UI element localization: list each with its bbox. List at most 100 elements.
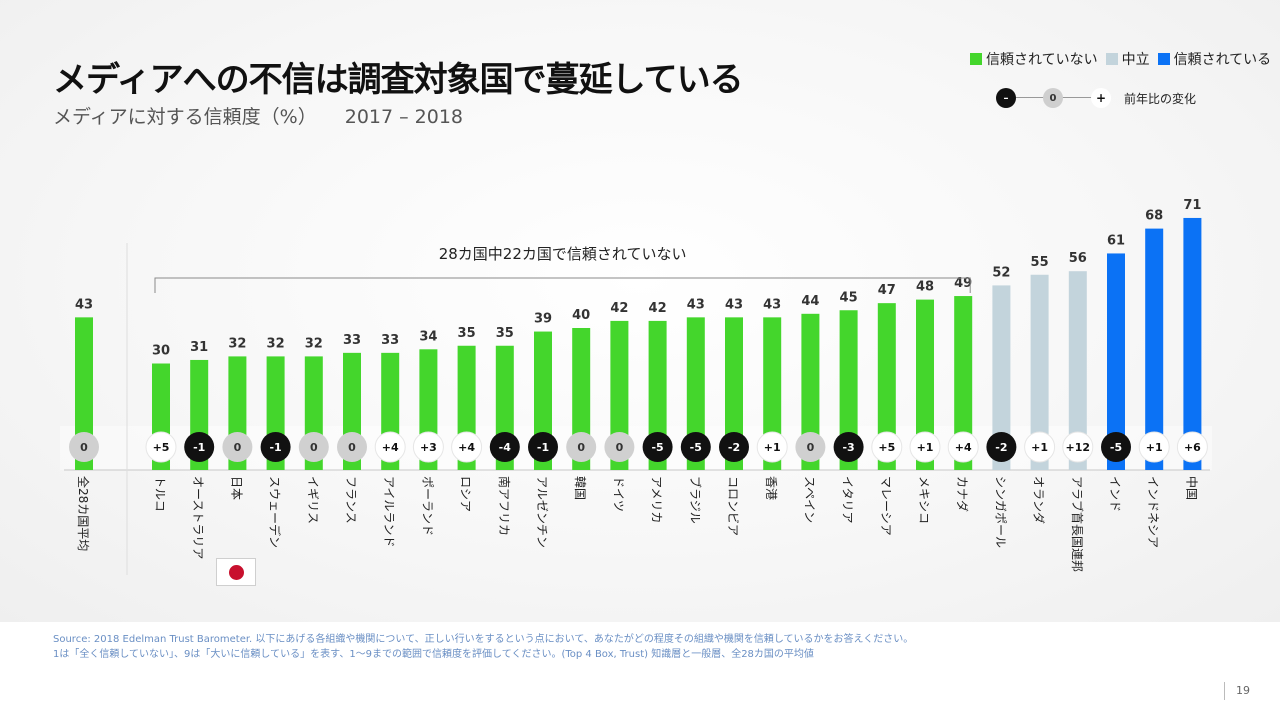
legend-swatch-trust — [1157, 53, 1170, 65]
country-change-label: 0 — [616, 441, 624, 454]
legend-label-trust: 信頼されている — [1173, 52, 1272, 68]
country-change-circle — [947, 431, 979, 463]
page-title: メディアへの不信は調査対象国で蔓延している — [53, 60, 744, 100]
country-value-label: 43 — [687, 297, 705, 312]
country-change-label: +5 — [878, 441, 895, 454]
legend-item-neutral: 中立 — [1105, 49, 1150, 69]
country-value-label: 43 — [725, 297, 743, 312]
country-change-label: +12 — [1066, 441, 1091, 454]
legend-label-neutral: 中立 — [1121, 52, 1150, 68]
country-change-circle — [1176, 431, 1208, 463]
subtitle-years: 2017 – 2018 — [344, 106, 464, 128]
country-change-circle — [1062, 431, 1094, 463]
country-change-label: -1 — [193, 441, 205, 454]
country-change-circle — [1138, 431, 1170, 463]
country-change-circle — [1024, 431, 1056, 463]
country-change-label: -1 — [537, 441, 549, 454]
country-value-label: 48 — [916, 280, 934, 295]
country-change-label: +4 — [382, 441, 399, 454]
country-axis-label: トルコ — [153, 476, 167, 512]
country-change-circle — [374, 431, 406, 463]
country-change-label: -5 — [690, 441, 702, 454]
chart-legend: 信頼されていない 中立 信頼されている — [970, 50, 1279, 68]
bar-chart: 43 0 全28カ国平均 30 +5 トルコ 31 -1 オーストラリア 32 0 日本 32 -1 スウェ… — [64, 197, 1210, 575]
country-change-label: -3 — [842, 441, 854, 454]
country-axis-label: オーストラリア — [191, 476, 205, 559]
country-change-label: +1 — [1146, 441, 1163, 454]
country-axis-label: イタリア — [841, 476, 855, 524]
country-change-circle — [451, 431, 483, 463]
country-bar — [725, 317, 743, 470]
footer-source-line1: Source: 2018 Edelman Trust Barometer. 以下… — [53, 634, 914, 645]
country-bar — [992, 285, 1011, 470]
country-axis-label: メキシコ — [917, 476, 931, 524]
country-change-circle — [680, 432, 711, 462]
country-axis-label: 香港 — [764, 476, 778, 500]
country-change-label: +1 — [1031, 441, 1048, 454]
country-value-label: 32 — [305, 336, 323, 351]
country-change-label: +3 — [420, 441, 437, 454]
country-change-label: +1 — [764, 441, 781, 454]
legend-item-distrust: 信頼されていない — [970, 49, 1098, 69]
average-value-label: 43 — [75, 297, 93, 312]
country-change-label: +6 — [1184, 441, 1201, 454]
country-change-label: -2 — [728, 441, 740, 454]
change-key-label: 前年比の変化 — [1124, 92, 1197, 106]
country-value-label: 34 — [419, 329, 437, 344]
country-value-label: 61 — [1107, 233, 1125, 248]
country-bar — [1145, 228, 1164, 470]
country-value-label: 43 — [763, 297, 781, 312]
country-change-label: +4 — [955, 441, 972, 454]
country-value-label: 49 — [954, 276, 972, 291]
country-value-label: 71 — [1183, 198, 1201, 213]
country-change-circle — [566, 432, 597, 462]
country-change-label: 0 — [577, 441, 585, 454]
country-change-circle — [222, 432, 253, 462]
country-change-label: 0 — [234, 441, 242, 454]
country-value-label: 32 — [228, 336, 246, 351]
change-key: – 0 + 前年比の変化 — [996, 88, 1206, 108]
page-subtitle: メディアに対する信頼度（%） 2017 – 2018 — [53, 102, 463, 129]
change-key-positive: + — [1091, 88, 1111, 108]
country-change-circle — [986, 432, 1017, 462]
country-value-label: 42 — [649, 301, 667, 316]
country-change-label: 0 — [807, 441, 815, 454]
country-bar — [1183, 217, 1202, 470]
country-change-circle — [1101, 432, 1131, 462]
country-value-label: 30 — [152, 344, 170, 359]
country-change-circle — [909, 431, 941, 463]
country-change-circle — [337, 432, 367, 462]
legend-label-distrust: 信頼されていない — [986, 52, 1098, 68]
country-change-label: -4 — [499, 441, 512, 454]
country-bar — [763, 317, 782, 470]
country-axis-label: インドネシア — [1146, 476, 1160, 548]
country-axis-label: カナダ — [955, 476, 970, 512]
country-value-label: 33 — [343, 333, 361, 348]
country-axis-label: ロシア — [459, 476, 473, 512]
page-number: 19 — [1236, 684, 1250, 697]
country-axis-label: ドイツ — [611, 476, 625, 512]
country-bar — [1068, 271, 1087, 470]
distrust-bracket — [154, 277, 971, 293]
change-key-negative: – — [996, 88, 1016, 108]
country-axis-label: ポーランド — [420, 476, 434, 536]
average-axis-label: 全28カ国平均 — [76, 476, 91, 551]
country-change-circle — [642, 432, 673, 462]
country-bar — [954, 296, 973, 470]
country-change-circle — [719, 432, 749, 462]
country-value-label: 47 — [878, 283, 896, 298]
country-axis-label: アルゼンチン — [535, 476, 549, 548]
country-change-circle — [298, 432, 329, 462]
country-value-label: 35 — [496, 326, 514, 341]
country-value-label: 31 — [190, 340, 208, 355]
country-axis-label: 日本 — [229, 476, 243, 500]
country-axis-label: アメリカ — [650, 476, 664, 523]
country-change-label: +4 — [458, 441, 475, 454]
country-change-label: -5 — [1110, 441, 1122, 454]
country-change-circle — [184, 432, 215, 462]
country-bar — [839, 310, 858, 470]
country-change-circle — [756, 431, 788, 463]
country-change-circle — [833, 432, 864, 462]
country-axis-label: スウェーデン — [268, 476, 283, 548]
country-axis-label: 南アフリカ — [497, 476, 512, 536]
